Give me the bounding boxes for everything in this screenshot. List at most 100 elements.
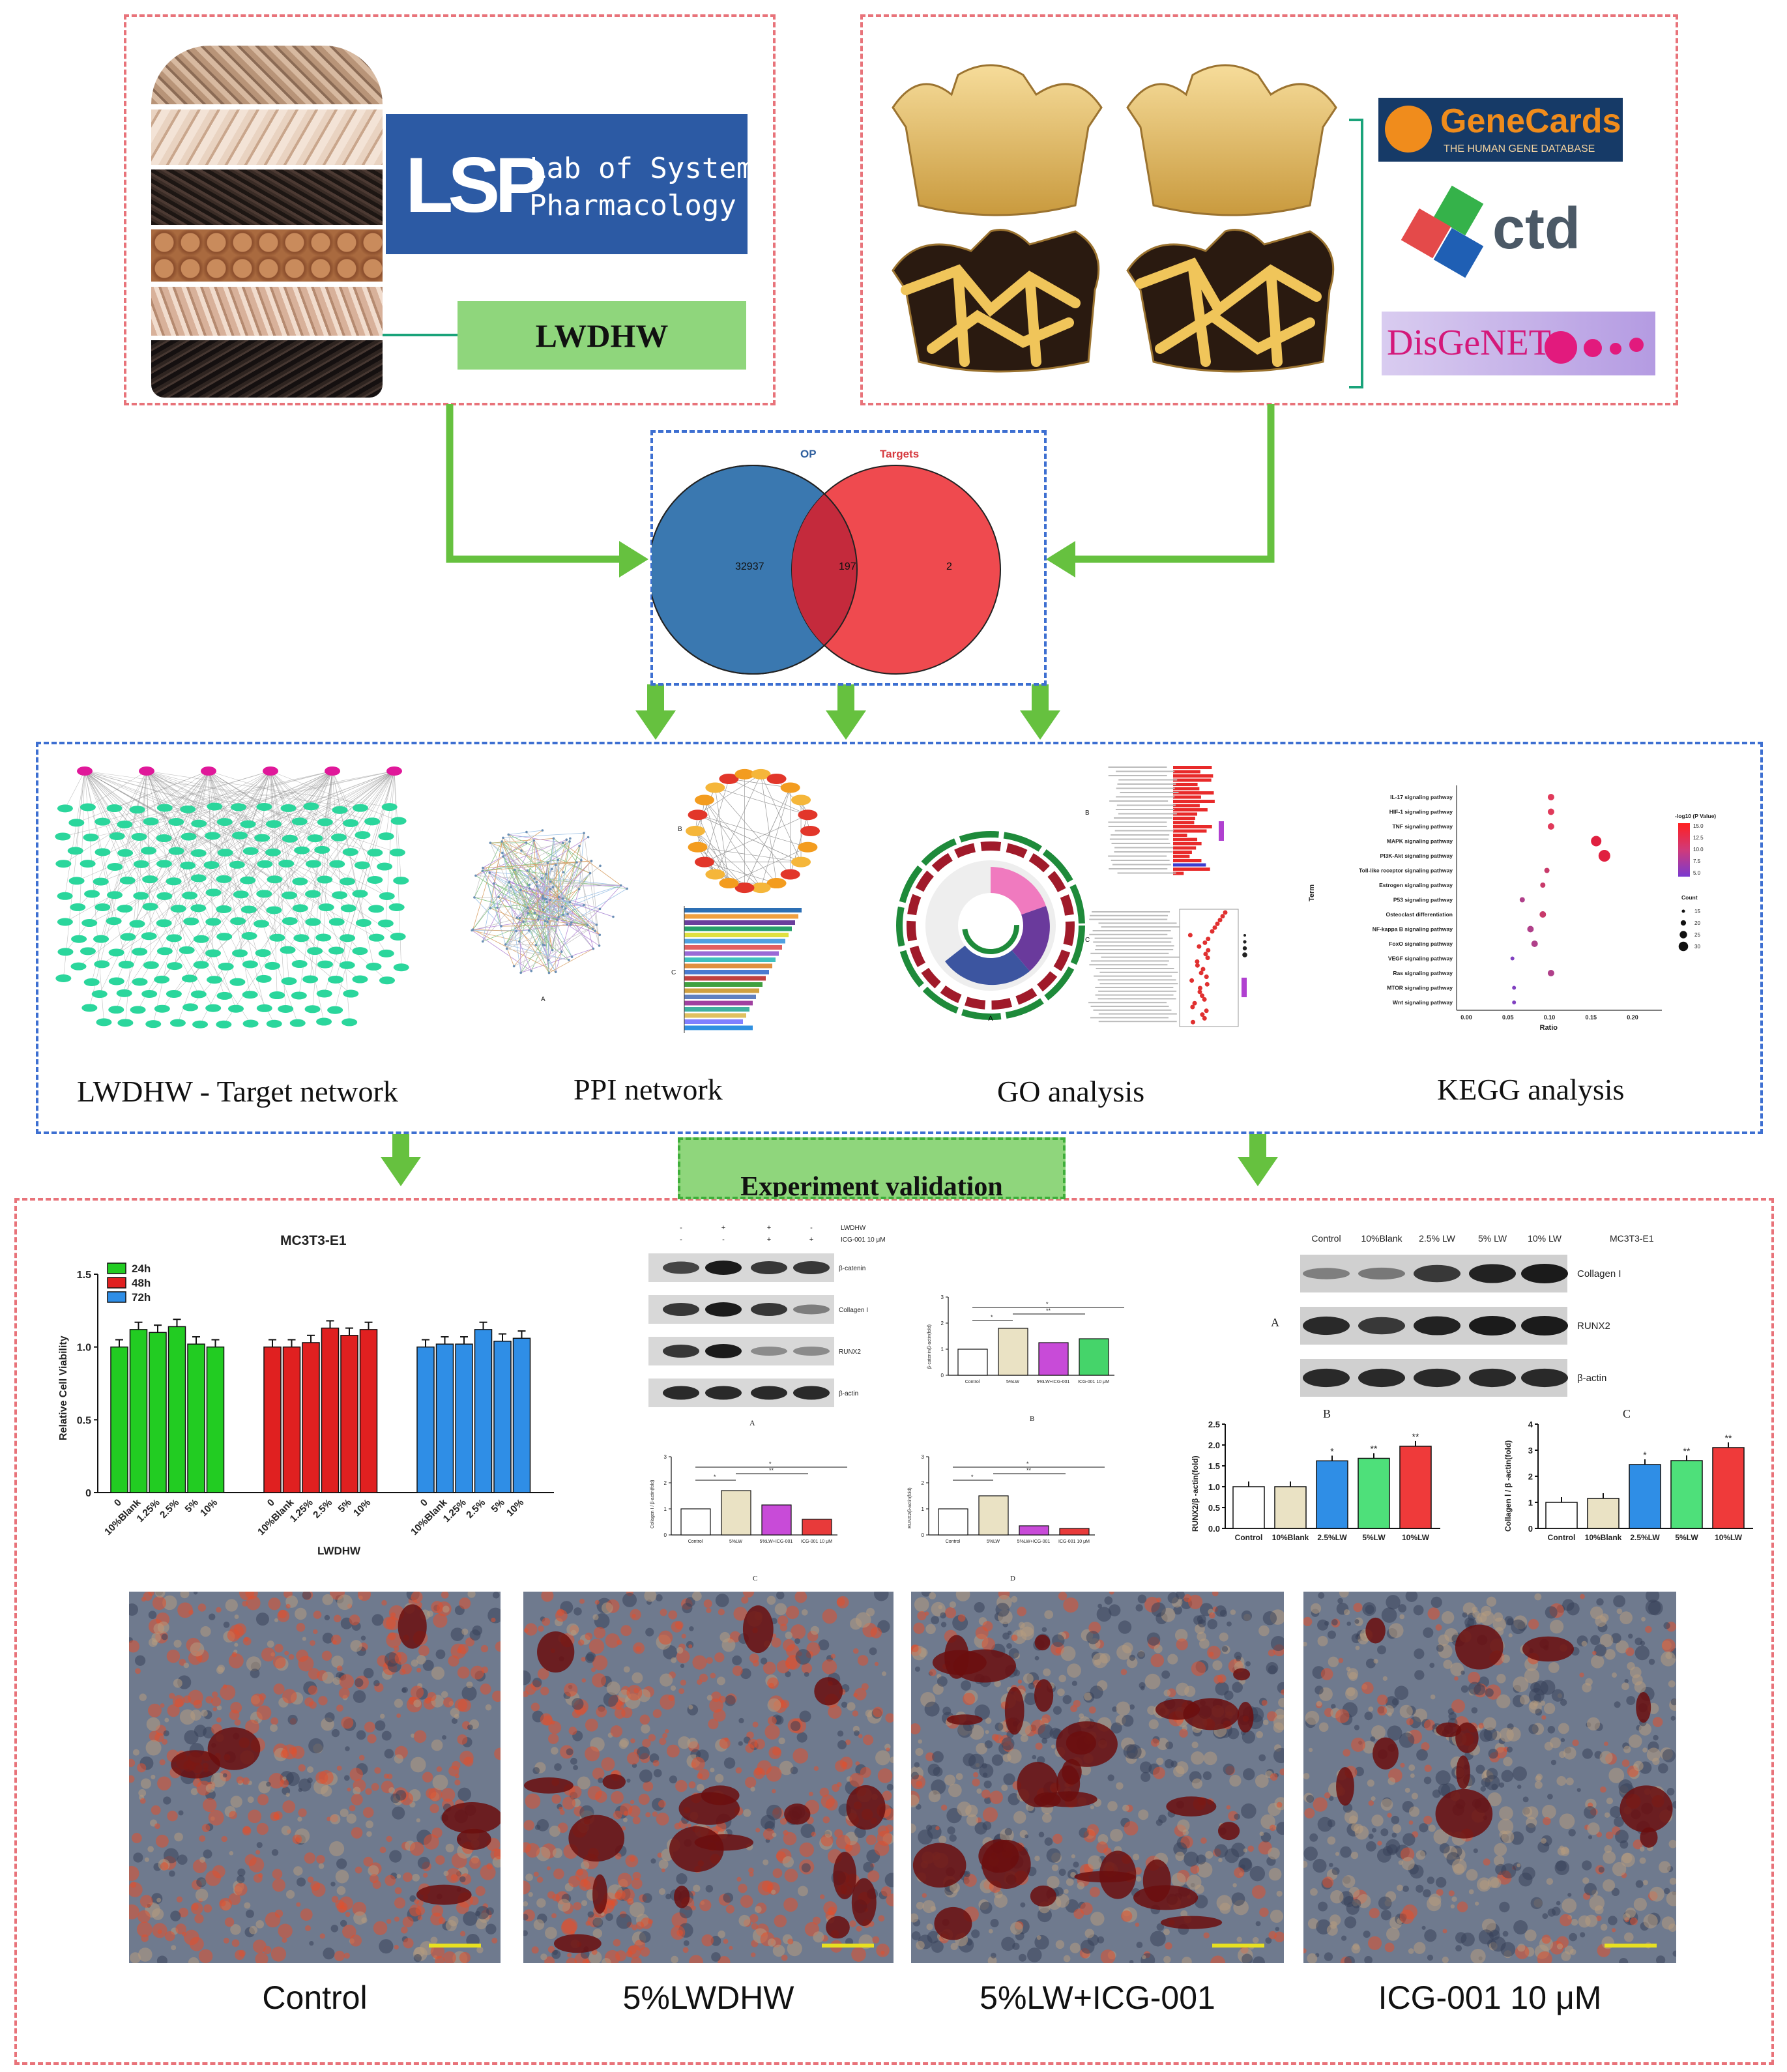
cell-texture xyxy=(689,1626,694,1631)
cell-texture xyxy=(1541,1715,1547,1720)
cell-texture xyxy=(1055,1940,1065,1949)
cell-texture xyxy=(1438,1783,1451,1796)
cell-texture xyxy=(388,1632,396,1641)
go-term-text xyxy=(1120,792,1179,793)
target-node xyxy=(289,1019,306,1027)
cell-texture xyxy=(706,1695,713,1701)
cell-texture xyxy=(988,1929,993,1934)
cell-texture xyxy=(779,1817,787,1825)
cell-texture xyxy=(955,1592,970,1601)
cell-texture xyxy=(615,1950,627,1962)
cell-texture xyxy=(1338,1657,1344,1663)
target-node xyxy=(327,975,343,984)
cell-texture xyxy=(1435,1624,1442,1631)
ppi-edge xyxy=(493,838,504,884)
go-size-legend xyxy=(1242,946,1247,951)
ppi-node xyxy=(519,888,522,892)
cell-texture xyxy=(386,1616,400,1631)
cell-texture xyxy=(167,1811,178,1822)
cell-texture xyxy=(1662,1749,1676,1762)
go-term-text xyxy=(1112,864,1171,866)
ppi-edge xyxy=(505,944,569,961)
network-edge xyxy=(208,770,224,909)
cell-texture xyxy=(174,1832,183,1842)
ppi-edge xyxy=(542,895,600,935)
cell-texture xyxy=(1348,1672,1358,1682)
mineral-nodule xyxy=(441,1802,501,1834)
cell-texture xyxy=(779,1624,788,1631)
target-node xyxy=(205,918,222,926)
cell-texture xyxy=(869,1647,877,1656)
target-node xyxy=(203,861,220,869)
cell-texture xyxy=(280,1779,289,1788)
cell-texture xyxy=(1269,1824,1276,1831)
cell-texture xyxy=(1255,1774,1269,1788)
cell-texture xyxy=(192,1778,202,1787)
band-label: RUNX2 xyxy=(1577,1321,1610,1332)
cell-texture xyxy=(975,1626,989,1640)
cell-texture xyxy=(1035,1742,1043,1750)
target-node xyxy=(304,1005,321,1014)
small-bar xyxy=(721,1490,751,1536)
cell-texture xyxy=(1253,1956,1265,1963)
cell-texture xyxy=(592,1655,608,1671)
cell-texture xyxy=(592,1917,603,1928)
network-edge xyxy=(270,770,347,965)
ppi-edge xyxy=(520,890,544,899)
cell-texture xyxy=(696,1784,705,1792)
blot-band xyxy=(1521,1316,1568,1335)
cell-texture xyxy=(461,1628,469,1635)
cell-texture xyxy=(1044,1837,1053,1846)
cell-texture xyxy=(1018,1953,1026,1962)
cell-texture xyxy=(255,1919,265,1929)
target-node xyxy=(57,948,74,956)
cell-texture xyxy=(774,1914,787,1928)
disgenet-text: DisGeNET xyxy=(1387,323,1551,363)
cell-texture xyxy=(613,1810,622,1820)
cell-texture xyxy=(626,1685,643,1701)
cell-texture xyxy=(1268,1847,1280,1860)
ppi-circle-node xyxy=(791,856,811,868)
cell-texture xyxy=(541,1592,554,1602)
network-edge xyxy=(65,770,85,809)
disgenet-dot-4 xyxy=(1629,338,1644,352)
cell-texture xyxy=(1218,1858,1223,1863)
cell-texture xyxy=(1352,1943,1359,1950)
cell-texture xyxy=(1665,1652,1672,1659)
network-edge xyxy=(84,770,214,1008)
scale-bar xyxy=(1605,1944,1657,1948)
viability-bar xyxy=(282,1346,301,1493)
cell-texture xyxy=(1242,1953,1253,1963)
big-x-tick-label: Control xyxy=(1235,1533,1263,1542)
cell-texture xyxy=(1479,1880,1490,1890)
mineral-nodule xyxy=(851,1878,877,1927)
band-label: Collagen I xyxy=(1577,1268,1621,1279)
cell-texture xyxy=(1229,1774,1242,1787)
cell-texture xyxy=(1608,1916,1618,1925)
go-dot xyxy=(1206,948,1211,953)
cell-texture xyxy=(1020,1902,1026,1908)
cell-texture xyxy=(1328,1656,1339,1668)
cell-texture xyxy=(1346,1687,1356,1697)
cell-texture xyxy=(668,1610,678,1620)
cell-texture xyxy=(1327,1836,1336,1845)
cell-texture xyxy=(1473,1848,1478,1854)
ppi-edge xyxy=(591,860,600,946)
cell-texture xyxy=(282,1689,297,1704)
cell-texture xyxy=(1241,1803,1257,1819)
cell-texture xyxy=(176,1896,183,1903)
cell-texture xyxy=(1672,1950,1676,1957)
network-edge xyxy=(149,770,333,995)
big-y-tick-label: 0 xyxy=(1528,1524,1533,1534)
cell-texture xyxy=(1234,1813,1240,1820)
cell-texture xyxy=(872,1936,880,1944)
cell-texture xyxy=(1372,1828,1377,1833)
cell-texture xyxy=(448,1655,459,1667)
cell-texture xyxy=(745,1777,757,1788)
cell-texture xyxy=(430,1944,445,1959)
cell-texture xyxy=(1217,1674,1227,1684)
mineral-nodule xyxy=(456,1828,491,1850)
cell-texture xyxy=(1150,1738,1159,1747)
cell-texture xyxy=(1392,1824,1402,1833)
